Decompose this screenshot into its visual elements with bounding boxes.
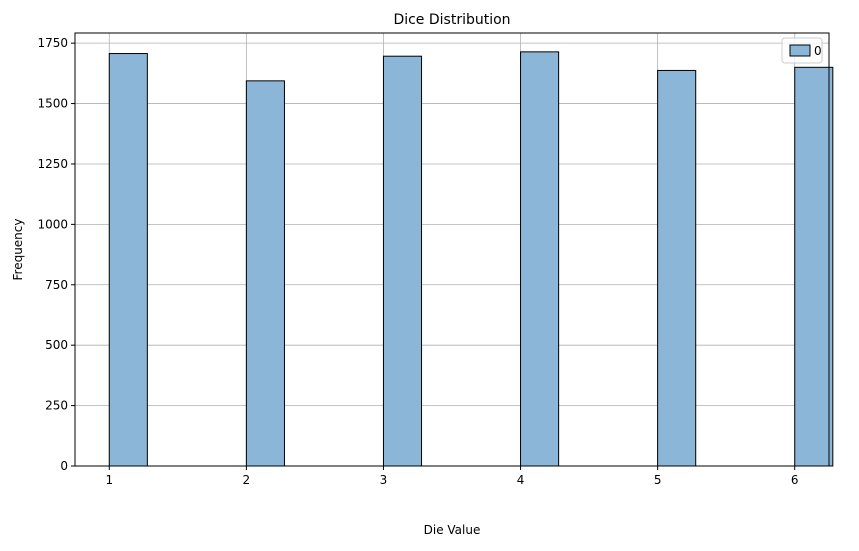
bar — [794, 66, 834, 467]
y-axis-label: Frequency — [11, 219, 25, 281]
x-tick-label: 6 — [791, 473, 799, 487]
x-axis-label: Die Value — [424, 523, 481, 537]
bar — [382, 55, 423, 467]
x-tick-label: 5 — [654, 473, 662, 487]
x-tick-label: 2 — [243, 473, 251, 487]
bar — [520, 51, 560, 467]
bar — [245, 80, 285, 467]
ticks-layer: 1 2 3 4 5 6 0 250 500 750 1000 1250 1500 1750 — [37, 36, 798, 487]
chart-title: Dice Distribution — [393, 12, 510, 28]
x-tick-label: 4 — [517, 473, 525, 487]
y-tick-label: 1500 — [37, 97, 68, 111]
bar — [108, 53, 148, 467]
y-tick-label: 0 — [60, 459, 68, 473]
bars-layer — [108, 51, 834, 467]
bar — [657, 69, 697, 467]
y-tick-label: 250 — [45, 399, 68, 413]
y-tick-label: 1250 — [37, 157, 68, 171]
y-tick-label: 750 — [45, 278, 68, 292]
grid-layer — [75, 33, 829, 467]
x-tick-label: 3 — [380, 473, 388, 487]
legend: 0 — [781, 37, 823, 64]
y-tick-label: 1750 — [37, 36, 68, 50]
legend-entry-label: 0 — [814, 44, 822, 58]
legend-swatch — [789, 44, 811, 57]
x-tick-label: 1 — [105, 473, 113, 487]
y-tick-label: 1000 — [37, 217, 68, 231]
plot-frame — [74, 32, 830, 467]
y-tick-label: 500 — [45, 338, 68, 352]
